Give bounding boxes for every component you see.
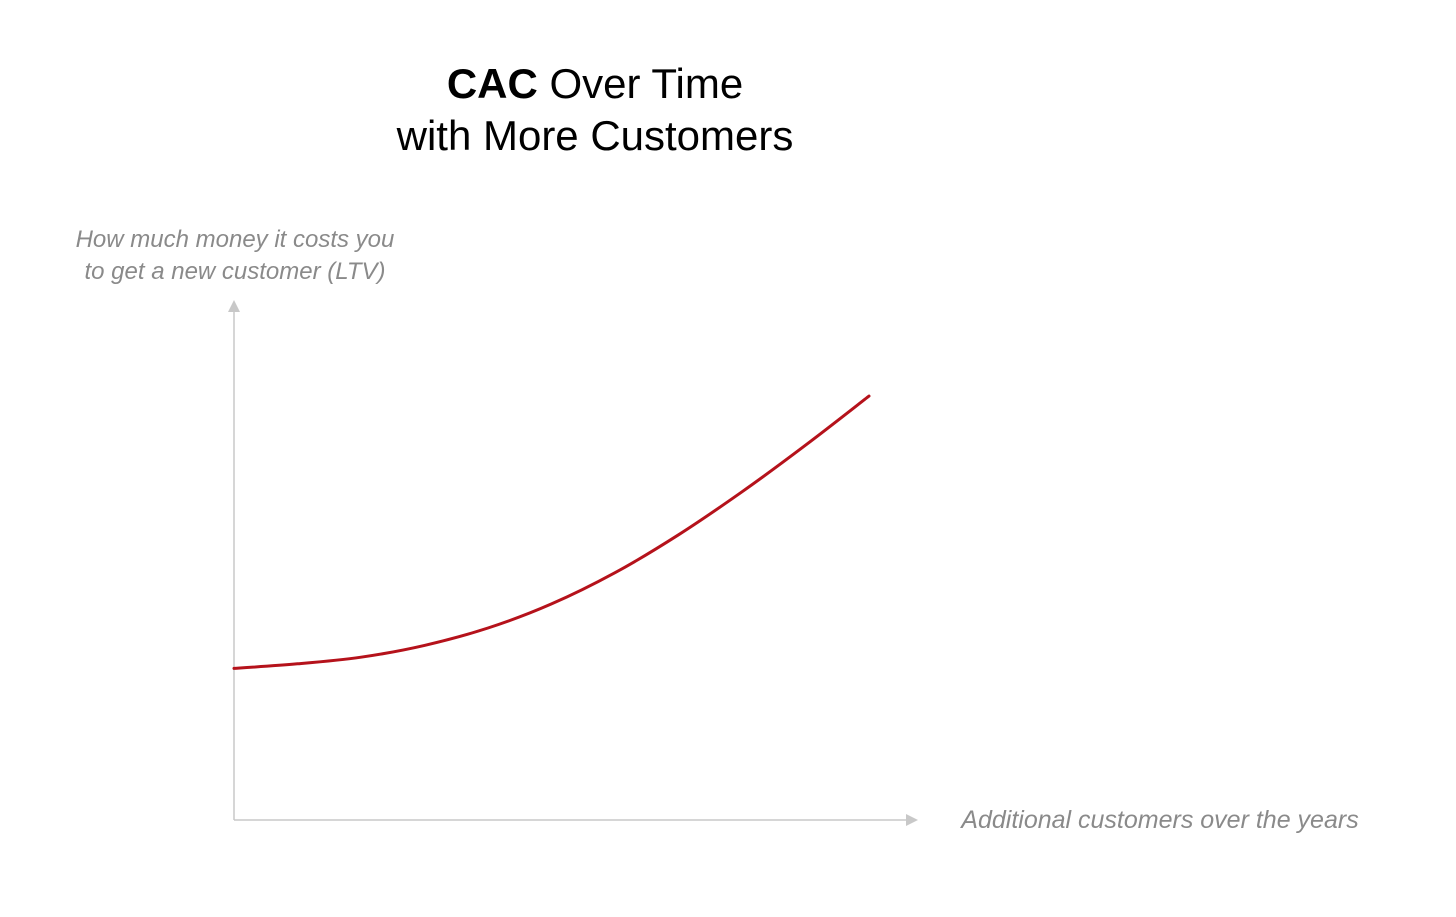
title-bold-cac: CAC xyxy=(446,60,538,107)
y-axis-arrow-icon xyxy=(228,300,240,312)
cac-curve-line xyxy=(232,394,871,670)
x-axis-arrow-icon xyxy=(906,814,918,826)
x-axis-label: Additional customers over the years xyxy=(961,806,1359,834)
y-axis-label-line-2: to get a new customer (LTV) xyxy=(84,258,386,285)
y-axis-label: How much money it costs you to get a new… xyxy=(40,224,430,288)
title-line-1: CAC Over Time xyxy=(290,58,900,110)
title-line-2: with More Customers xyxy=(396,112,794,159)
series-layer xyxy=(232,394,871,670)
chart-title: CAC Over Time with More Customers xyxy=(290,58,900,162)
title-rest: Over Time xyxy=(537,60,744,107)
y-axis-label-line-1: How much money it costs you xyxy=(75,226,395,253)
